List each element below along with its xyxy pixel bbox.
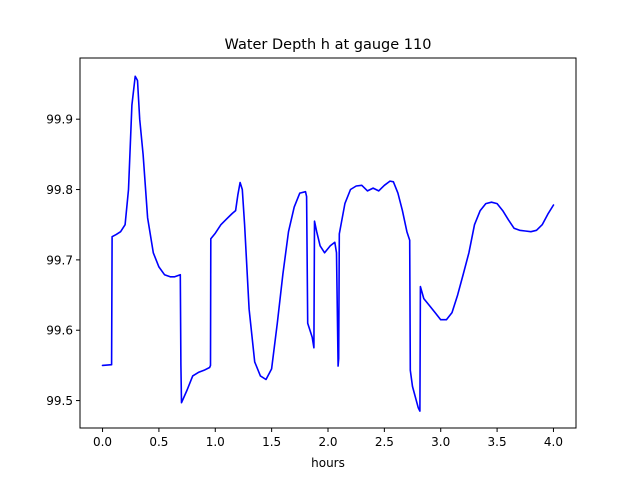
x-tick-label: 3.5 (488, 435, 507, 449)
x-axis-label: hours (311, 456, 345, 470)
y-tick-label: 99.9 (46, 113, 73, 127)
x-tick-label: 3.0 (431, 435, 450, 449)
series-layer (101, 75, 555, 412)
x-axis-ticks: 0.0 0.5 1.0 1.5 2.0 2.5 3.0 3.5 4.0 (93, 428, 563, 449)
y-axis-ticks: 99.5 99.6 99.7 99.8 99.9 (46, 113, 80, 408)
x-tick-label: 1.0 (206, 435, 225, 449)
x-tick-label: 1.5 (262, 435, 281, 449)
y-tick-label: 99.7 (46, 253, 73, 267)
y-tick-label: 99.6 (46, 324, 73, 338)
y-tick-label: 99.8 (46, 183, 73, 197)
x-tick-label: 2.5 (375, 435, 394, 449)
x-tick-label: 0.0 (93, 435, 112, 449)
x-tick-label: 2.0 (318, 435, 337, 449)
plot-area (80, 58, 576, 428)
x-tick-label: 0.5 (149, 435, 168, 449)
series-line (101, 75, 555, 412)
plot-frame (79, 57, 577, 429)
x-tick-label: 4.0 (544, 435, 563, 449)
y-tick-label: 99.5 (46, 394, 73, 408)
chart-title: Water Depth h at gauge 110 (225, 37, 432, 53)
